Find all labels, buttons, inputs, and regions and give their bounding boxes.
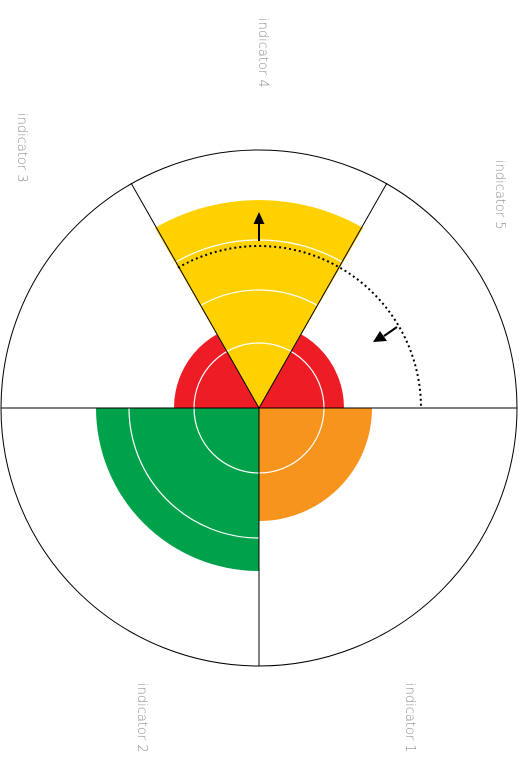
- arc: [193, 407, 260, 474]
- label: indicator 2: [134, 683, 149, 753]
- sector-green: [96, 408, 259, 571]
- arc: [193, 342, 325, 409]
- arc: [128, 407, 260, 539]
- arrow-shaft: [383, 326, 398, 337]
- label: indicator 4: [255, 18, 270, 88]
- wedge-line: [130, 182, 260, 409]
- arrow-head: [373, 331, 387, 342]
- label: indicator 1: [402, 683, 417, 753]
- arrow-head: [253, 212, 265, 224]
- inner-arcs: [128, 239, 344, 539]
- arc: [258, 407, 325, 474]
- label: indicator 5: [492, 160, 507, 230]
- label: indicator 3: [14, 113, 29, 183]
- sector-orange: [259, 408, 372, 521]
- wedge-line: [258, 182, 388, 409]
- sector-yellow: [155, 200, 363, 408]
- arc: [199, 289, 319, 307]
